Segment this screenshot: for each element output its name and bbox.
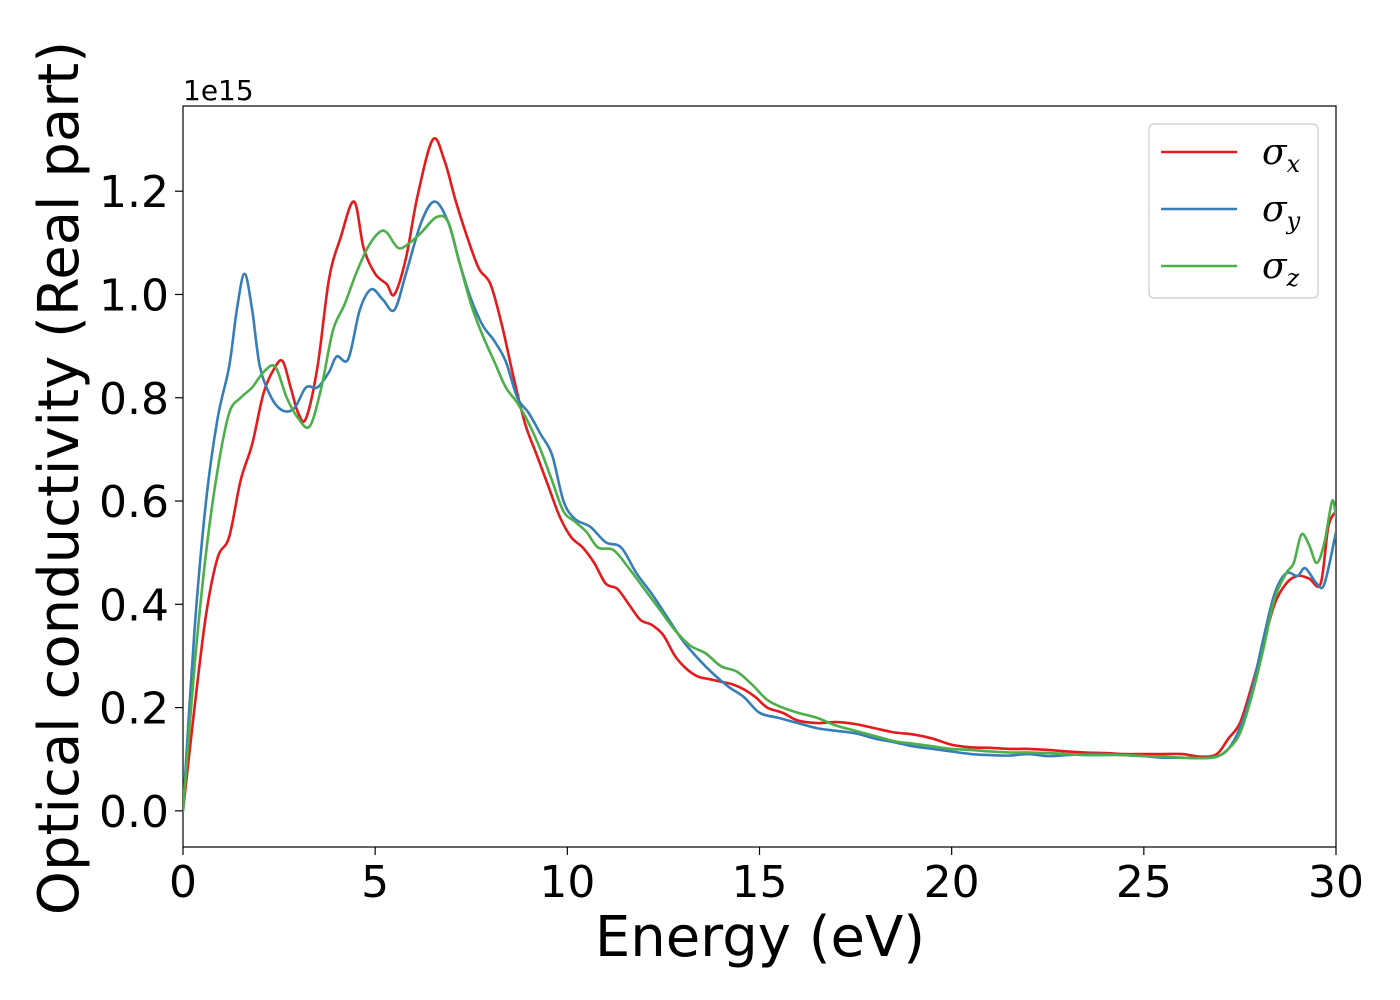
y-tick-label: 0.6 bbox=[99, 477, 169, 528]
y-tick-label: 1.0 bbox=[99, 270, 169, 321]
x-tick-label: 20 bbox=[924, 857, 980, 908]
y-axis: 0.0 0.2 0.4 0.6 0.8 1.0 1.2 bbox=[99, 167, 183, 838]
x-tick-label: 0 bbox=[169, 857, 197, 908]
legend-label-x: σx bbox=[1262, 132, 1301, 178]
x-tick-label: 30 bbox=[1308, 857, 1364, 908]
y-tick-label: 0.0 bbox=[99, 787, 169, 838]
series-line-x bbox=[183, 136, 1336, 813]
series-layer bbox=[183, 136, 1336, 813]
x-tick-label: 10 bbox=[539, 857, 595, 908]
y-tick-label: 0.2 bbox=[99, 684, 169, 735]
x-axis: 0 5 10 15 20 25 30 bbox=[169, 847, 1364, 908]
y-axis-label: Optical conductivity (Real part) bbox=[27, 41, 92, 915]
legend-label-z: σz bbox=[1262, 246, 1300, 292]
series-line-z bbox=[183, 214, 1336, 813]
x-tick-label: 25 bbox=[1116, 857, 1172, 908]
legend-label-y: σy bbox=[1262, 189, 1301, 235]
x-tick-label: 15 bbox=[732, 857, 788, 908]
legend: σx σy σz bbox=[1148, 123, 1319, 299]
x-axis-label: Energy (eV) bbox=[595, 905, 925, 970]
x-tick-label: 5 bbox=[361, 857, 389, 908]
y-offset-label: 1e15 bbox=[183, 74, 254, 107]
y-tick-label: 1.2 bbox=[99, 167, 169, 218]
y-tick-label: 0.8 bbox=[99, 374, 169, 425]
y-tick-label: 0.4 bbox=[99, 580, 169, 631]
legend-box bbox=[1148, 123, 1319, 299]
